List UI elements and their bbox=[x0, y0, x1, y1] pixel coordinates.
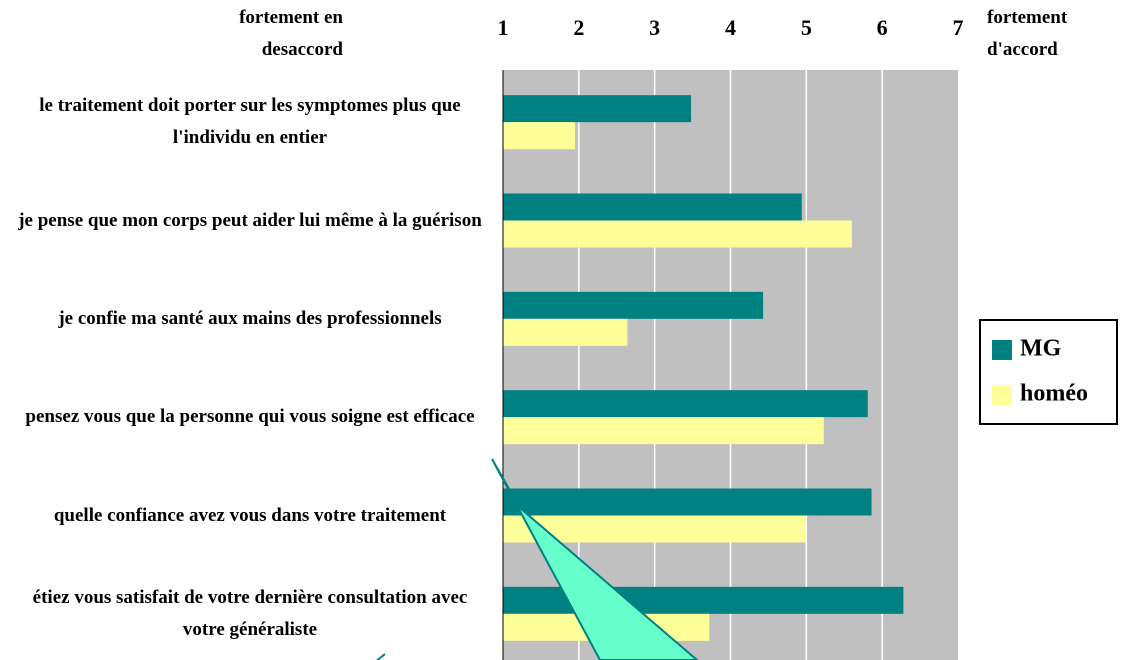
category-label: quelle confiance avez vous dans votre tr… bbox=[53, 504, 447, 526]
category-label: je confie ma santé aux mains des profess… bbox=[58, 307, 442, 329]
x-tick-label: 3 bbox=[649, 15, 660, 40]
x-tick-label: 5 bbox=[801, 15, 812, 40]
bar bbox=[503, 318, 628, 346]
x-tick-label: 2 bbox=[573, 15, 584, 40]
bar bbox=[503, 95, 692, 123]
callout bbox=[491, 458, 699, 660]
bar bbox=[503, 417, 824, 445]
bar bbox=[503, 220, 852, 248]
x-tick-label: 1 bbox=[498, 15, 509, 40]
legend-label: MG bbox=[1020, 336, 1062, 362]
bar bbox=[503, 122, 576, 150]
legend-label: homéo bbox=[1020, 381, 1088, 407]
x-tick-label: 4 bbox=[725, 15, 736, 40]
bar bbox=[503, 488, 872, 516]
bar bbox=[503, 193, 802, 221]
right-annotation: fortement d'accord bbox=[987, 7, 1068, 60]
category-label: étiez vous satisfait de votre dernière c… bbox=[32, 586, 468, 640]
category-label: pensez vous que la personne qui vous soi… bbox=[25, 406, 475, 428]
legend bbox=[979, 319, 1118, 425]
bar bbox=[503, 291, 764, 319]
legend-swatch bbox=[992, 340, 1012, 360]
callout-tail bbox=[375, 653, 386, 660]
bar bbox=[503, 390, 868, 418]
x-tick-label: 7 bbox=[953, 15, 964, 40]
x-tick-label: 6 bbox=[877, 15, 888, 40]
legend-swatch bbox=[992, 385, 1012, 405]
left-annotation: fortement en desaccord bbox=[239, 7, 343, 60]
category-label: je pense que mon corps peut aider lui mê… bbox=[18, 209, 482, 231]
category-label: le traitement doit porter sur les sympto… bbox=[39, 95, 461, 149]
